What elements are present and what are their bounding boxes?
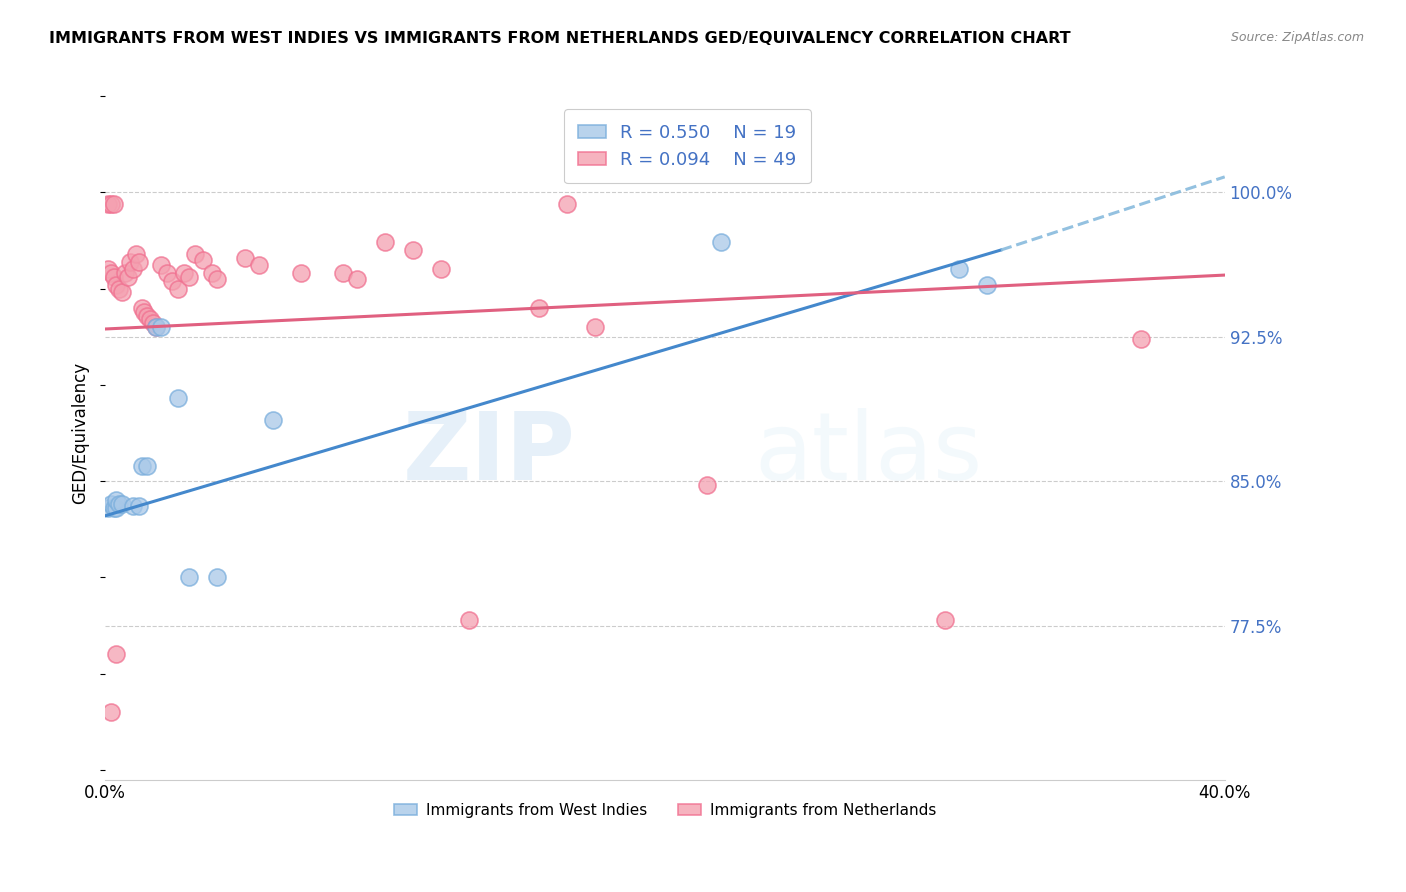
Point [142, 316, 165, 330]
Point [934, 613, 956, 627]
Point [184, 247, 207, 261]
Point [131, 301, 153, 315]
Point [583, 320, 606, 334]
Point [114, 266, 136, 280]
Point [205, 570, 228, 584]
Point [131, 458, 153, 473]
Point [105, 648, 128, 662]
Point [108, 281, 131, 295]
Text: IMMIGRANTS FROM WEST INDIES VS IMMIGRANTS FROM NETHERLANDS GED/EQUIVALENCY CORRE: IMMIGRANTS FROM WEST INDIES VS IMMIGRANT… [49, 31, 1071, 46]
Point [105, 501, 128, 516]
Point [111, 285, 134, 300]
Point [346, 272, 368, 286]
Point [103, 270, 125, 285]
Point [117, 270, 139, 285]
Point [167, 392, 190, 406]
Point [167, 281, 190, 295]
Point [156, 266, 179, 280]
Point [105, 277, 128, 292]
Point [128, 499, 150, 513]
Point [193, 252, 215, 267]
Point [97, 501, 120, 516]
Text: ZIP: ZIP [402, 408, 575, 500]
Point [332, 266, 354, 280]
Legend: Immigrants from West Indies, Immigrants from Netherlands: Immigrants from West Indies, Immigrants … [388, 797, 942, 824]
Point [527, 301, 550, 315]
Point [122, 499, 145, 513]
Point [97, 262, 120, 277]
Point [710, 235, 733, 250]
Y-axis label: GED/Equivalency: GED/Equivalency [72, 362, 89, 504]
Point [122, 262, 145, 277]
Point [128, 254, 150, 268]
Point [145, 320, 167, 334]
Point [108, 497, 131, 511]
Point [696, 478, 718, 492]
Point [100, 705, 122, 719]
Point [100, 497, 122, 511]
Point [139, 312, 162, 326]
Point [111, 497, 134, 511]
Point [374, 235, 396, 250]
Point [136, 309, 159, 323]
Point [136, 458, 159, 473]
Point [103, 501, 125, 516]
Point [948, 262, 970, 277]
Point [103, 197, 125, 211]
Point [290, 266, 312, 280]
Point [100, 197, 122, 211]
Point [134, 304, 156, 318]
Point [205, 272, 228, 286]
Point [233, 251, 256, 265]
Point [150, 320, 173, 334]
Point [458, 613, 481, 627]
Point [430, 262, 453, 277]
Point [976, 277, 998, 292]
Point [1129, 332, 1152, 346]
Point [150, 259, 173, 273]
Point [555, 197, 578, 211]
Point [179, 270, 201, 285]
Point [145, 320, 167, 334]
Point [179, 570, 201, 584]
Point [100, 266, 122, 280]
Point [173, 266, 195, 280]
Point [120, 254, 142, 268]
Point [105, 493, 128, 508]
Point [200, 266, 222, 280]
Point [125, 247, 148, 261]
Text: atlas: atlas [755, 408, 983, 500]
Point [162, 274, 184, 288]
Point [247, 259, 270, 273]
Point [97, 197, 120, 211]
Text: Source: ZipAtlas.com: Source: ZipAtlas.com [1230, 31, 1364, 45]
Point [402, 243, 425, 257]
Point [262, 412, 284, 426]
